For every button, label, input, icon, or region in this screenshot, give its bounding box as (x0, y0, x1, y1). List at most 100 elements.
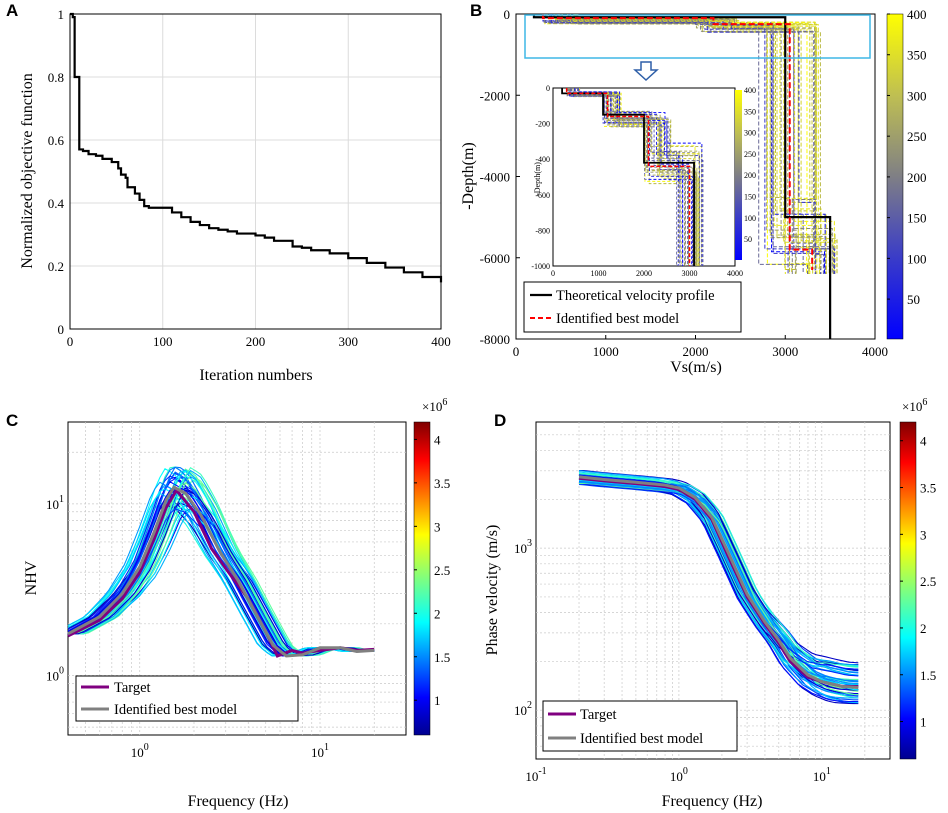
legend-best-label: Identified best model (556, 311, 679, 327)
y-tick-label: -6000 (480, 251, 510, 266)
inset-yticks: 0 -200 -400 -600 -800 -1000 (531, 84, 550, 271)
inset-model-profile (569, 88, 693, 266)
y-tick-label: -2000 (480, 88, 510, 103)
model-profile (574, 14, 821, 274)
best-model-curve (578, 475, 859, 690)
inset-model-profile (566, 88, 702, 266)
y-tick-label: 0.2 (48, 259, 64, 274)
panel-c-colorbar-ticks: 1 1.5 2 2.5 3 3.5 4 (414, 432, 450, 708)
model-profile (558, 14, 833, 274)
x-tick-label: 101 (311, 742, 329, 760)
inset-best-model-line (565, 88, 691, 266)
colorbar-tick-label: 1 (434, 693, 441, 708)
y-tick-label: 1 (58, 7, 65, 22)
legend-theory-label: Theoretical velocity profile (556, 288, 715, 304)
x-tick-label: 1000 (593, 344, 619, 359)
candidate-curve (578, 470, 859, 666)
inset-x-tick-label: 2000 (636, 269, 652, 278)
y-tick-label: 100 (46, 665, 64, 683)
panel-label-d: D (494, 411, 506, 430)
inset-model-profile (570, 88, 681, 266)
candidate-curve (68, 479, 375, 657)
x-tick-label: 101 (813, 766, 831, 784)
zoom-arrow-icon (633, 61, 659, 82)
panel-b-xticks: 0 1000 2000 3000 4000 (513, 335, 888, 359)
x-tick-label: 3000 (772, 344, 798, 359)
colorbar-tick-label: 4 (434, 432, 441, 447)
y-tick-label: 0.8 (48, 70, 64, 85)
colorbar-tick-label: 1.5 (434, 650, 450, 665)
model-profile (549, 14, 835, 274)
x-tick-label: 0 (513, 344, 520, 359)
best-model-curve (67, 485, 375, 658)
inset-colorbar-tick-label: 250 (744, 150, 756, 159)
panel-d-colorbar-ticks: 1 1.5 2 2.5 3 3.5 4 (900, 434, 936, 730)
inset-colorbar-tick-label: 100 (744, 214, 756, 223)
model-profile (573, 14, 827, 274)
colorbar-tick-label: 100 (907, 251, 927, 266)
inset-x-tick-label: 0 (551, 269, 555, 278)
panel-a-yticks: 0 0.2 0.4 0.6 0.8 1 (48, 7, 65, 337)
x-tick-label: 400 (431, 334, 451, 349)
panel-d-legend: Target Identified best model (542, 700, 738, 752)
panel-c-colorbar-multiplier: ×106 (422, 397, 447, 414)
inset-colorbar-tick-label: 300 (744, 129, 756, 138)
colorbar-tick-label: 3 (920, 527, 927, 542)
panel-c: Target Identified best model 100 101 1001… (23, 397, 450, 810)
inset-model-profile (578, 88, 694, 266)
objective-line (70, 12, 443, 283)
inset-colorbar-tick-label: 150 (744, 193, 756, 202)
colorbar-tick-label: 150 (907, 211, 927, 226)
colorbar-tick-label: 1.5 (920, 668, 936, 683)
y-tick-label: 102 (514, 700, 532, 718)
panel-a-frame (69, 13, 442, 330)
panel-c-legend: Target Identified best model (75, 675, 299, 722)
colorbar-tick-label: 200 (907, 170, 927, 185)
inset-y-tick-label: -800 (535, 226, 550, 235)
model-profile (543, 14, 817, 274)
panel-d-xlabel: Frequency (Hz) (662, 793, 763, 810)
x-tick-label: 10-1 (525, 766, 546, 784)
legend-best-label: Identified best model (114, 702, 237, 718)
y-tick-label: -4000 (480, 170, 510, 185)
inset-y-tick-label: 0 (546, 84, 550, 93)
colorbar-tick-label: 4 (920, 434, 927, 449)
colorbar-tick-label: 2 (920, 621, 927, 636)
inset-ylabel: -Depth(m) (533, 162, 542, 196)
y-tick-label: -8000 (480, 332, 510, 347)
model-profile (550, 14, 836, 274)
panel-d-colorbar (899, 421, 917, 760)
x-tick-label: 100 (670, 766, 688, 784)
panel-c-colorbar (413, 421, 431, 736)
panel-b-colorbar-ticks: 50 100 150 200 250 300 350 400 (887, 7, 927, 307)
inset-colorbar-tick-label: 400 (744, 86, 756, 95)
inset-y-tick-label: -400 (535, 155, 550, 164)
colorbar-tick-label: 3.5 (920, 481, 936, 496)
model-profile (546, 14, 817, 274)
colorbar-tick-label: 250 (907, 129, 927, 144)
inset-model-profile (574, 88, 678, 266)
x-tick-label: 300 (339, 334, 359, 349)
x-tick-label: 0 (67, 334, 74, 349)
x-tick-label: 100 (153, 334, 173, 349)
panel-label-c: C (6, 411, 18, 430)
panel-d: Target Identified best model 10-1 100 101 … (484, 397, 936, 810)
inset-y-tick-label: -200 (535, 120, 550, 129)
panel-a-ylabel: Normalized objective function (19, 73, 36, 268)
colorbar-tick-label: 2.5 (434, 563, 450, 578)
theoretical-profile-line (532, 14, 832, 339)
colorbar-tick-label: 2.5 (920, 574, 936, 589)
inset-model-profile (568, 88, 693, 266)
colorbar-tick-label: 1 (920, 715, 927, 730)
panel-d-colorbar-multiplier: ×106 (902, 397, 927, 414)
legend-box (523, 281, 742, 333)
legend-target-label: Target (580, 707, 617, 723)
colorbar-tick-label: 3 (434, 519, 441, 534)
inset-model-profile (571, 88, 698, 266)
inset-x-tick-label: 1000 (591, 269, 607, 278)
colorbar-tick-label: 2 (434, 606, 441, 621)
panel-c-ylabel: NHV (23, 560, 40, 595)
panel-a-xticks: 0 100 200 300 400 (67, 334, 451, 349)
y-tick-label: 0.4 (48, 196, 65, 211)
